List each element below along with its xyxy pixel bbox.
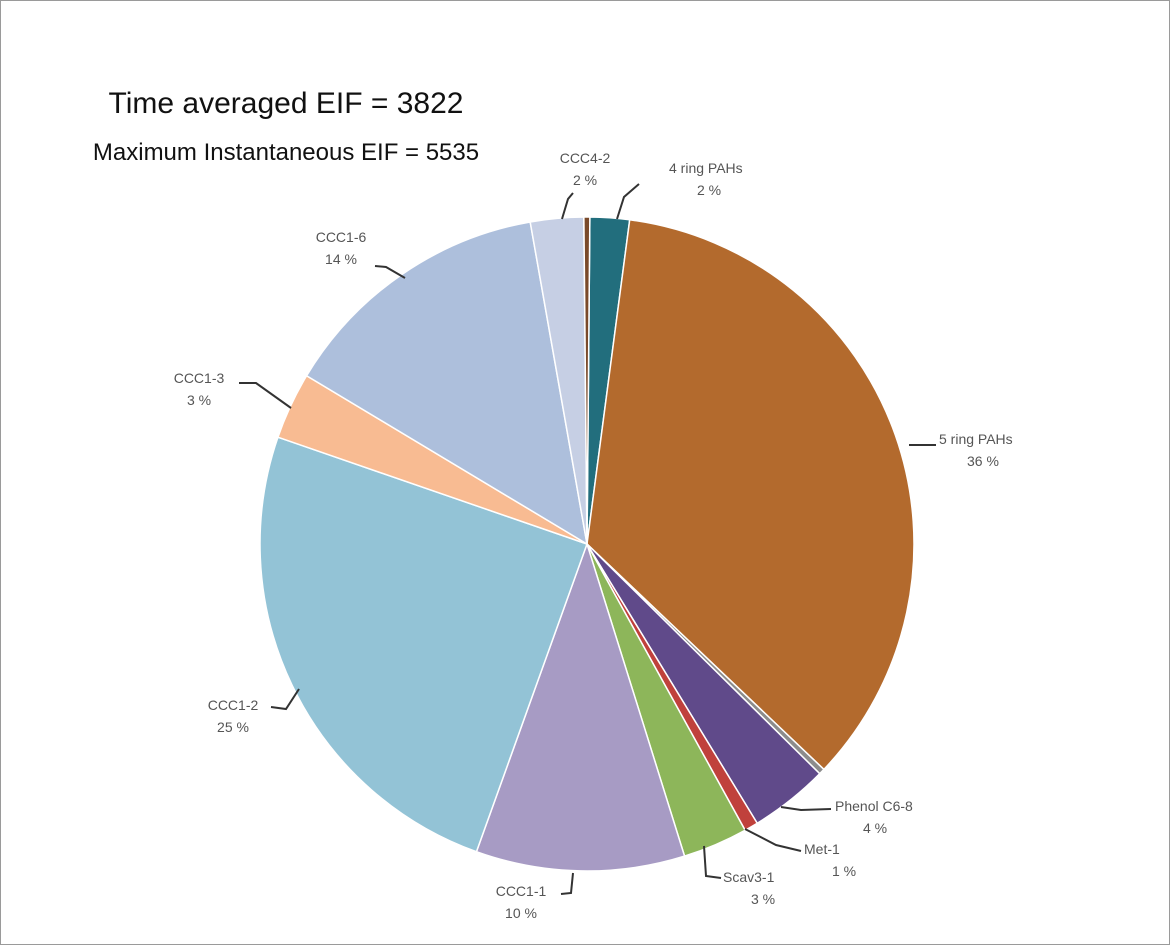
slice-percent-ccc1-1: 10 % bbox=[505, 905, 537, 921]
slice-label-ccc4-2: CCC4-2 bbox=[560, 150, 611, 166]
pie-slice-ccc1-6 bbox=[305, 221, 589, 546]
slice-percent-ccc1-2: 25 % bbox=[217, 719, 249, 735]
slice-label-ccc1-6: CCC1-6 bbox=[316, 229, 367, 245]
slice-percent-ccc1-3: 3 % bbox=[187, 392, 211, 408]
slice-percent-scav3-1: 3 % bbox=[751, 891, 775, 907]
leader-line bbox=[561, 192, 574, 220]
slice-label-ccc1-1: CCC1-1 bbox=[496, 883, 547, 899]
slice-label-met-1: Met-1 bbox=[804, 841, 840, 857]
slice-label-ccc1-3: CCC1-3 bbox=[174, 370, 225, 386]
slice-percent-5-ring-pahs: 36 % bbox=[967, 453, 999, 469]
slice-percent-4-ring-pahs: 2 % bbox=[697, 182, 721, 198]
leader-line bbox=[374, 265, 406, 279]
pie-slice-5-ring-pahs bbox=[586, 218, 915, 771]
leader-line bbox=[560, 872, 574, 895]
chart-title: Time averaged EIF = 3822 bbox=[108, 87, 464, 120]
leader-line bbox=[270, 688, 300, 711]
chart-subtitle: Maximum Instantaneous EIF = 5535 bbox=[92, 139, 480, 166]
pie-slice-unlabeled-11 bbox=[583, 216, 591, 545]
slice-label-5-ring-pahs: 5 ring PAHs bbox=[939, 431, 1013, 447]
slice-label-ccc1-2: CCC1-2 bbox=[208, 697, 259, 713]
slice-label-scav3-1: Scav3-1 bbox=[723, 869, 775, 885]
slice-label-phenol-c6-8: Phenol C6-8 bbox=[835, 798, 913, 814]
leader-line bbox=[780, 806, 832, 812]
leader-line bbox=[703, 845, 722, 879]
pie-slice-ccc1-1 bbox=[475, 541, 686, 872]
slice-percent-ccc4-2: 2 % bbox=[573, 172, 597, 188]
leader-line bbox=[744, 828, 802, 852]
leader-line bbox=[616, 183, 640, 220]
slice-label-4-ring-pahs: 4 ring PAHs bbox=[669, 160, 743, 176]
pie-slice-ccc1-2 bbox=[259, 436, 588, 853]
slice-percent-met-1: 1 % bbox=[832, 863, 856, 879]
leader-line bbox=[239, 382, 292, 409]
slice-percent-phenol-c6-8: 4 % bbox=[863, 820, 887, 836]
slice-percent-ccc1-6: 14 % bbox=[325, 251, 357, 267]
